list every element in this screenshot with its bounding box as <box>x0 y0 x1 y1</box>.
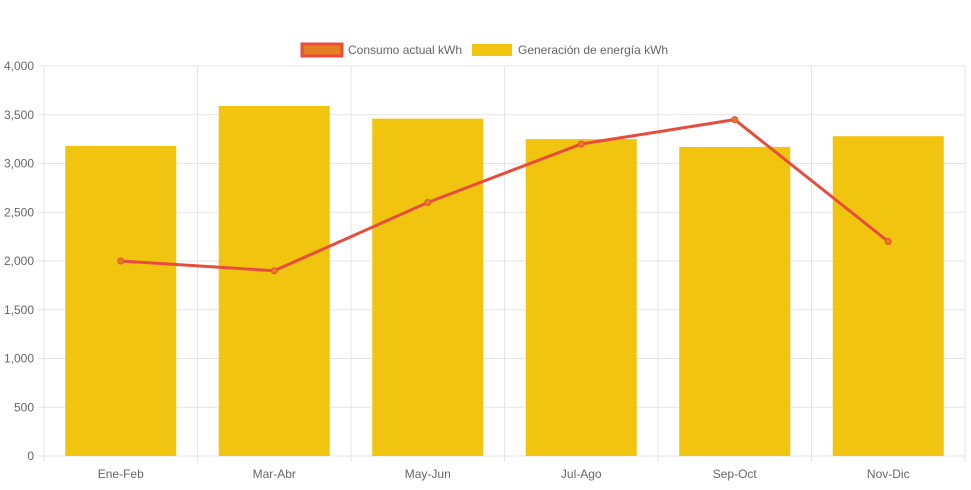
y-tick-label: 0 <box>27 449 34 463</box>
legend-label-consumo: Consumo actual kWh <box>348 43 462 57</box>
line-point[interactable] <box>577 140 585 148</box>
x-tick-label: Ene-Feb <box>98 467 144 481</box>
legend: Consumo actual kWh Generación de energía… <box>300 42 668 58</box>
x-axis: Ene-Feb Mar-Abr May-Jun Jul-Ago Sep-Oct Nov-D… <box>98 467 910 481</box>
grid-lines <box>38 65 966 462</box>
x-tick-label: Sep-Oct <box>713 467 758 481</box>
y-tick-label: 2,000 <box>4 254 34 268</box>
bar-series-generacion <box>65 105 944 457</box>
y-tick-label: 500 <box>14 400 34 414</box>
line-path <box>120 118 890 273</box>
y-axis: 0 500 1,000 1,500 2,000 2,500 3,000 3,500 4,000 <box>4 59 34 463</box>
line-point[interactable] <box>270 267 278 275</box>
y-tick-label: 3,500 <box>4 108 34 122</box>
legend-swatch-consumo <box>300 42 344 58</box>
y-tick-label: 3,000 <box>4 157 34 171</box>
legend-item-consumo[interactable]: Consumo actual kWh <box>300 42 462 58</box>
line-point[interactable] <box>424 199 432 206</box>
y-tick-label: 2,500 <box>4 205 34 219</box>
x-tick-label: Jul-Ago <box>561 467 602 481</box>
bar[interactable] <box>372 118 484 457</box>
line-point[interactable] <box>117 257 125 265</box>
line-series-consumo <box>117 116 892 275</box>
x-tick-label: May-Jun <box>405 467 451 481</box>
line-point[interactable] <box>884 238 892 245</box>
y-tick-label: 1,000 <box>4 352 34 366</box>
y-tick-label: 4,000 <box>4 59 34 73</box>
x-tick-label: Nov-Dic <box>867 467 910 481</box>
bar[interactable] <box>525 139 637 456</box>
legend-swatch-generacion <box>472 44 512 56</box>
bar[interactable] <box>218 105 330 456</box>
legend-item-generacion[interactable]: Generación de energía kWh <box>472 43 668 57</box>
legend-label-generacion: Generación de energía kWh <box>518 43 668 57</box>
bar[interactable] <box>832 136 944 456</box>
bar[interactable] <box>679 146 791 457</box>
line-point[interactable] <box>731 116 739 124</box>
x-tick-label: Mar-Abr <box>253 467 296 481</box>
y-tick-label: 1,500 <box>4 303 34 317</box>
bar[interactable] <box>65 145 177 456</box>
